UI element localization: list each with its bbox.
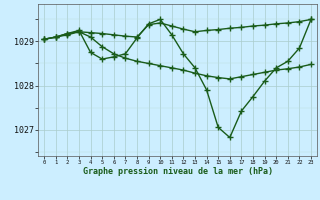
X-axis label: Graphe pression niveau de la mer (hPa): Graphe pression niveau de la mer (hPa): [83, 167, 273, 176]
